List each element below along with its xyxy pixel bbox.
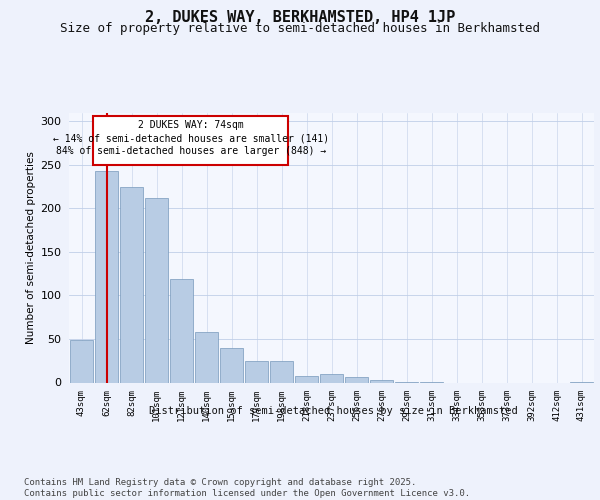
Text: Distribution of semi-detached houses by size in Berkhamsted: Distribution of semi-detached houses by … — [149, 406, 517, 416]
Bar — [295, 376, 318, 382]
Bar — [170, 279, 193, 382]
Text: 2 DUKES WAY: 74sqm: 2 DUKES WAY: 74sqm — [138, 120, 244, 130]
Bar — [370, 380, 393, 382]
Y-axis label: Number of semi-detached properties: Number of semi-detached properties — [26, 151, 36, 344]
Bar — [93, 116, 288, 165]
Text: 84% of semi-detached houses are larger (848) →: 84% of semi-detached houses are larger (… — [56, 146, 326, 156]
Bar — [195, 332, 218, 382]
Bar — [95, 171, 118, 382]
Text: 2, DUKES WAY, BERKHAMSTED, HP4 1JP: 2, DUKES WAY, BERKHAMSTED, HP4 1JP — [145, 10, 455, 25]
Bar — [270, 360, 293, 382]
Text: ← 14% of semi-detached houses are smaller (141): ← 14% of semi-detached houses are smalle… — [53, 134, 329, 143]
Text: Contains HM Land Registry data © Crown copyright and database right 2025.
Contai: Contains HM Land Registry data © Crown c… — [24, 478, 470, 498]
Bar — [70, 340, 93, 382]
Bar — [345, 378, 368, 382]
Bar — [220, 348, 243, 382]
Bar — [145, 198, 168, 382]
Bar — [120, 188, 143, 382]
Bar — [320, 374, 343, 382]
Bar — [245, 360, 268, 382]
Text: Size of property relative to semi-detached houses in Berkhamsted: Size of property relative to semi-detach… — [60, 22, 540, 35]
